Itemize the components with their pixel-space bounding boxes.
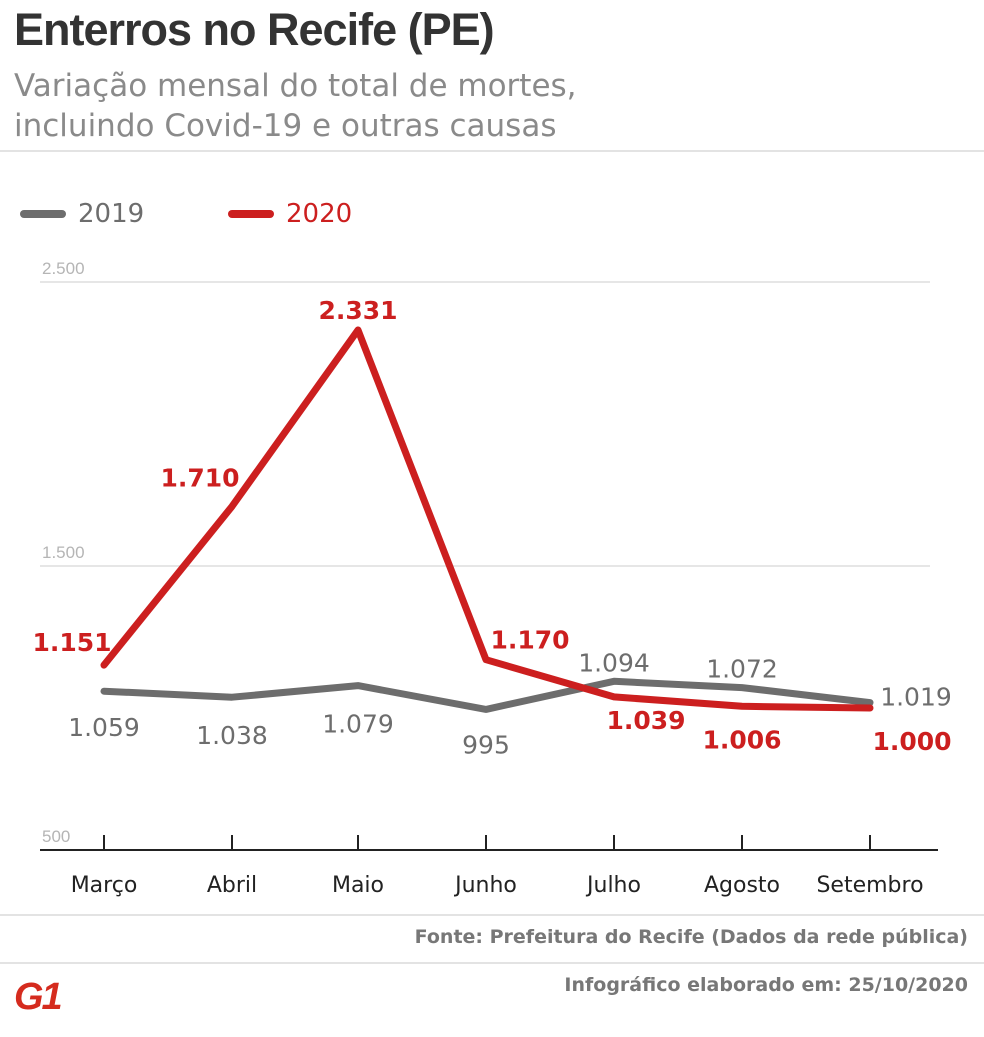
data-label-2019: 1.019 [880, 683, 952, 712]
legend-item-2019: 2019 [20, 196, 144, 232]
data-labels: 1.059 1.038 1.079 995 1.094 1.072 1.019 1.151 1.… [32, 296, 951, 759]
legend-item-2020: 2020 [228, 196, 352, 232]
data-label-2020: 1.170 [490, 626, 569, 655]
x-tick-label: Agosto [704, 873, 780, 898]
legend-swatch-2019 [20, 210, 66, 218]
x-axis: Março Abril Maio Junho Julho Agosto Setembro [40, 835, 938, 898]
data-label-2020: 1.710 [160, 463, 239, 492]
footer-divider-bottom [0, 962, 984, 964]
data-label-2019: 1.038 [196, 721, 268, 750]
line-chart: 500 1.500 2.500 Março Abril Maio Junho Julho Ag… [32, 259, 951, 898]
data-label-2020: 2.331 [318, 296, 397, 325]
data-label-2019: 1.094 [578, 648, 650, 677]
x-tick-label: Julho [585, 873, 641, 898]
source-note: Fonte: Prefeitura do Recife (Dados da re… [414, 926, 968, 948]
chart-title: Enterros no Recife (PE) [14, 4, 495, 55]
data-label-2019: 995 [462, 730, 510, 759]
gridlines: 500 1.500 2.500 [40, 259, 930, 846]
header-divider [0, 150, 984, 152]
x-tick-label: Abril [207, 873, 257, 898]
data-label-2020: 1.000 [872, 727, 951, 756]
legend-label-2020: 2020 [286, 199, 353, 229]
data-label-2019: 1.079 [322, 710, 394, 739]
series-line-2019 [100, 677, 874, 713]
x-tick-label: Setembro [816, 873, 923, 898]
data-label-2019: 1.059 [68, 713, 140, 742]
data-label-2020: 1.006 [702, 725, 781, 754]
legend-label-2019: 2019 [78, 199, 145, 229]
series-lines [100, 326, 874, 713]
x-tick-label: Março [71, 873, 138, 898]
subtitle-line-1: Variação mensal do total de mortes, [14, 68, 577, 104]
chart-subtitle: Variação mensal do total de mortes, incl… [14, 66, 577, 146]
y-tick-label: 1.500 [42, 543, 85, 562]
legend-swatch-2020 [228, 210, 274, 218]
credit-note: Infográfico elaborado em: 25/10/2020 [564, 974, 968, 996]
x-tick-label: Maio [332, 873, 384, 898]
y-tick-label: 2.500 [42, 259, 85, 278]
y-tick-label: 500 [42, 827, 70, 846]
series-line-2020 [100, 326, 874, 712]
g1-logo: G1 [14, 976, 63, 1018]
subtitle-line-2: incluindo Covid-19 e outras causas [14, 108, 557, 144]
data-label-2020: 1.151 [32, 628, 111, 657]
data-label-2019: 1.072 [706, 655, 778, 684]
footer-divider-top [0, 914, 984, 916]
data-label-2020: 1.039 [606, 706, 685, 735]
x-tick-label: Junho [453, 873, 517, 898]
